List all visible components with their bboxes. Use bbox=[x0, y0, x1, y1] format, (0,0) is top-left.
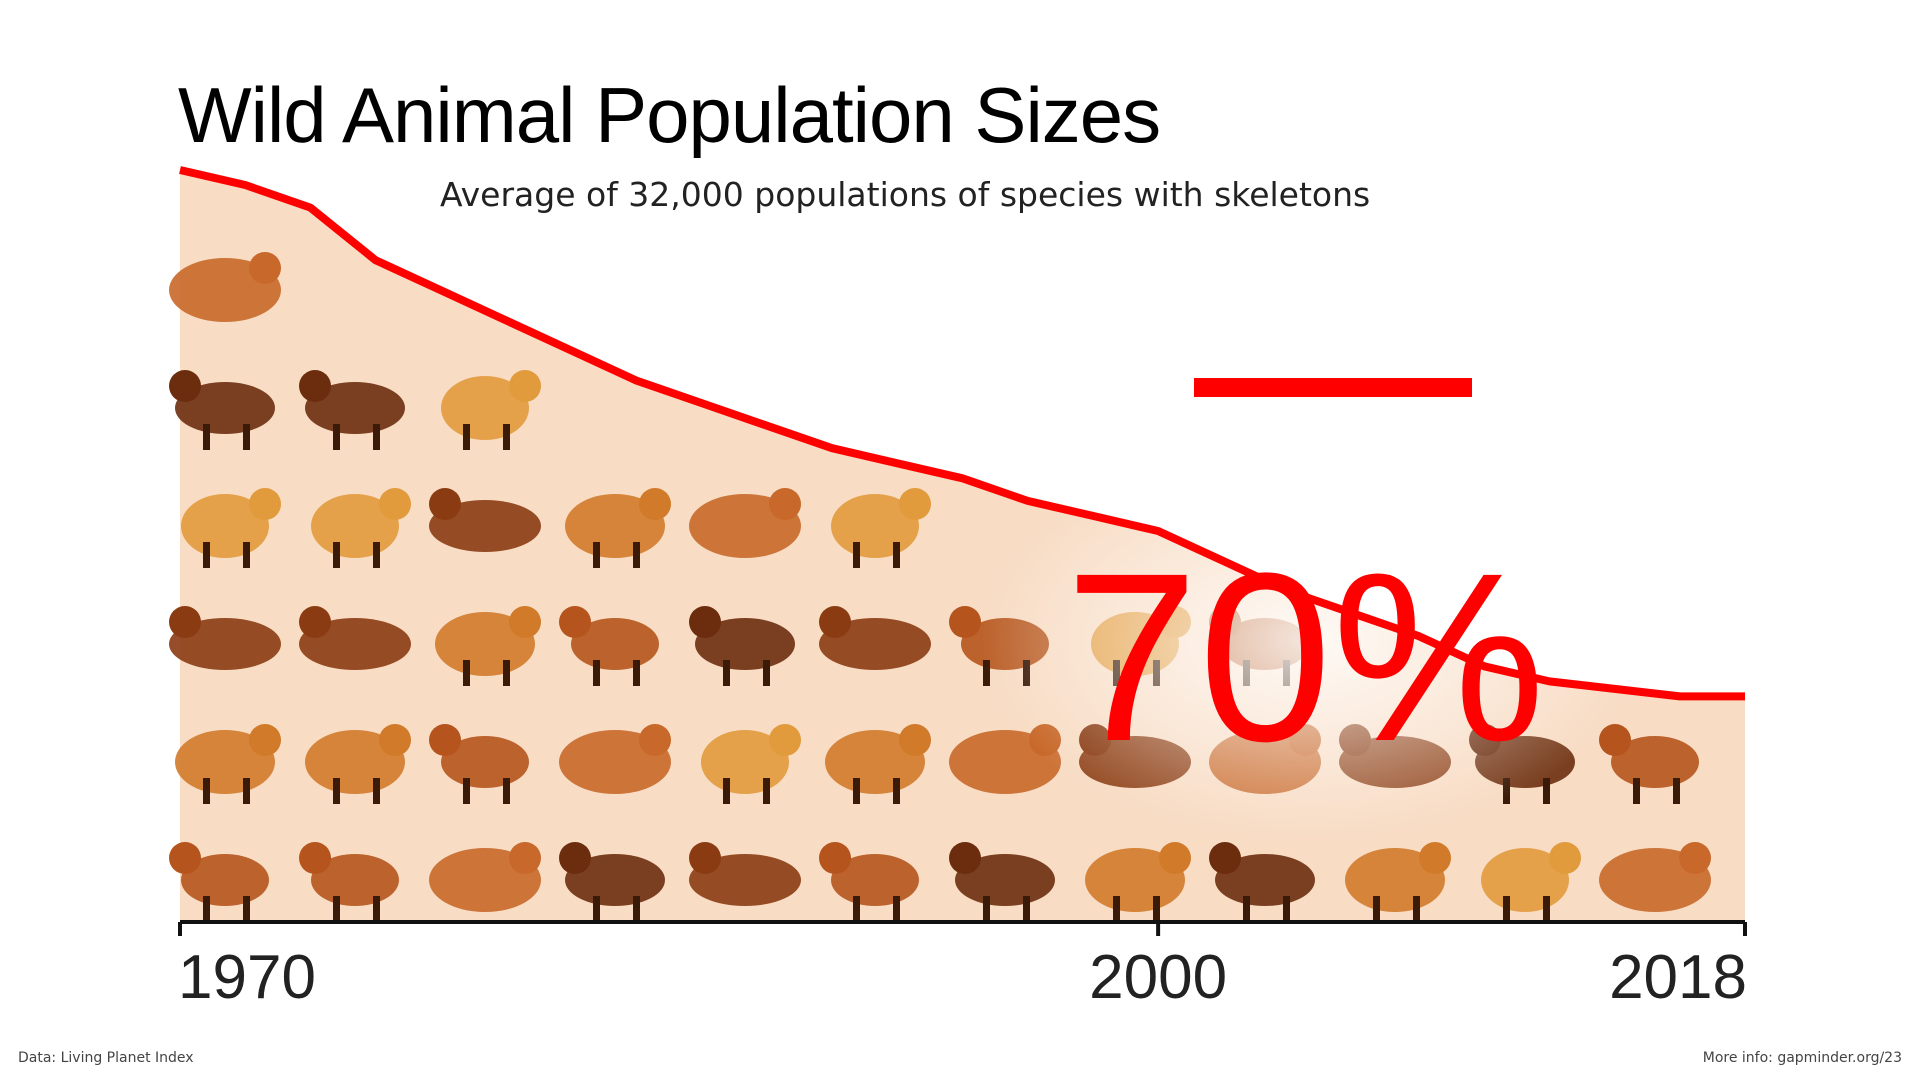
animal-figure bbox=[1599, 724, 1699, 804]
animal-figure bbox=[1345, 842, 1451, 922]
decline-minus-sign bbox=[1194, 378, 1472, 397]
chart-title: Wild Animal Population Sizes bbox=[178, 71, 1161, 159]
animal-figure bbox=[429, 488, 541, 552]
annotation-glow bbox=[980, 440, 1640, 840]
animal-figure bbox=[429, 724, 529, 804]
animal-figure bbox=[819, 606, 931, 670]
animal-figure bbox=[1085, 842, 1191, 922]
x-axis bbox=[178, 920, 1747, 936]
x-tick-label: 2018 bbox=[1609, 943, 1747, 1012]
animal-figure bbox=[949, 842, 1055, 922]
animal-figure bbox=[299, 370, 405, 450]
animal-figure bbox=[559, 606, 659, 686]
animal-figure bbox=[311, 488, 411, 568]
animal-figure bbox=[689, 606, 795, 686]
more-info-note: More info: gapminder.org/23 bbox=[1702, 1050, 1902, 1066]
animal-figure bbox=[169, 252, 281, 322]
animal-figure bbox=[175, 724, 281, 804]
data-source-note: Data: Living Planet Index bbox=[18, 1050, 194, 1066]
animal-figure bbox=[181, 488, 281, 568]
animal-figure bbox=[1481, 842, 1581, 922]
animal-figure bbox=[825, 724, 931, 804]
animal-figure bbox=[299, 606, 411, 670]
animal-figure bbox=[559, 724, 671, 794]
animal-figure bbox=[435, 606, 541, 686]
x-tick-labels: 1970 2000 2018 bbox=[178, 943, 1747, 1012]
x-tick-label: 2000 bbox=[1089, 943, 1227, 1012]
animal-figure bbox=[689, 488, 801, 558]
animal-figure bbox=[429, 842, 541, 912]
population-line bbox=[179, 166, 1745, 701]
animal-figure bbox=[441, 370, 541, 450]
animal-figure bbox=[305, 724, 411, 804]
animal-figure bbox=[689, 842, 801, 906]
animal-figure bbox=[559, 842, 665, 922]
animal-figure bbox=[169, 842, 269, 922]
chart-subtitle: Average of 32,000 populations of species… bbox=[440, 175, 1371, 214]
animal-figure bbox=[1599, 842, 1711, 912]
decline-percentage: 70% bbox=[1065, 523, 1545, 791]
animal-figure bbox=[565, 488, 671, 568]
x-tick-label: 1970 bbox=[178, 943, 316, 1012]
animal-figure bbox=[299, 842, 399, 922]
animal-figure bbox=[831, 488, 931, 568]
animal-figure bbox=[819, 842, 919, 922]
animal-figure bbox=[701, 724, 801, 804]
animal-figure bbox=[169, 606, 281, 670]
animal-figure bbox=[169, 370, 275, 450]
animal-figure bbox=[1209, 842, 1315, 922]
